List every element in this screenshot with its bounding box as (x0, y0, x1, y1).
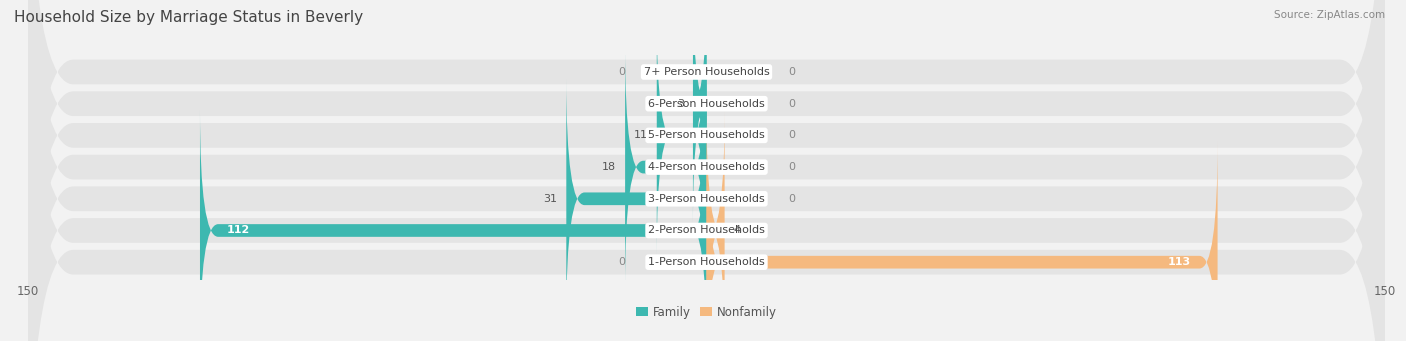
Legend: Family, Nonfamily: Family, Nonfamily (631, 301, 782, 323)
Text: 18: 18 (602, 162, 616, 172)
Text: 2-Person Households: 2-Person Households (648, 225, 765, 236)
Text: 4: 4 (734, 225, 741, 236)
FancyBboxPatch shape (28, 0, 1385, 341)
Text: 0: 0 (787, 162, 794, 172)
Text: 3-Person Households: 3-Person Households (648, 194, 765, 204)
FancyBboxPatch shape (707, 110, 724, 341)
Text: 4-Person Households: 4-Person Households (648, 162, 765, 172)
FancyBboxPatch shape (28, 0, 1385, 341)
FancyBboxPatch shape (28, 0, 1385, 341)
FancyBboxPatch shape (626, 47, 707, 287)
FancyBboxPatch shape (567, 78, 707, 319)
Text: 112: 112 (228, 225, 250, 236)
Text: 7+ Person Households: 7+ Person Households (644, 67, 769, 77)
FancyBboxPatch shape (707, 142, 1218, 341)
Text: 5-Person Households: 5-Person Households (648, 130, 765, 140)
Text: Household Size by Marriage Status in Beverly: Household Size by Marriage Status in Bev… (14, 10, 363, 25)
Text: 11: 11 (634, 130, 648, 140)
Text: 31: 31 (543, 194, 557, 204)
Text: 0: 0 (787, 67, 794, 77)
Text: 0: 0 (619, 67, 626, 77)
Text: 6-Person Households: 6-Person Households (648, 99, 765, 109)
FancyBboxPatch shape (28, 0, 1385, 341)
FancyBboxPatch shape (200, 110, 707, 341)
Text: 3: 3 (676, 99, 683, 109)
Text: 0: 0 (619, 257, 626, 267)
Text: 0: 0 (787, 130, 794, 140)
FancyBboxPatch shape (689, 0, 711, 224)
Text: Source: ZipAtlas.com: Source: ZipAtlas.com (1274, 10, 1385, 20)
Text: 113: 113 (1167, 257, 1191, 267)
Text: 0: 0 (787, 99, 794, 109)
Text: 0: 0 (787, 194, 794, 204)
FancyBboxPatch shape (28, 0, 1385, 341)
Text: 1-Person Households: 1-Person Households (648, 257, 765, 267)
FancyBboxPatch shape (657, 15, 707, 256)
FancyBboxPatch shape (28, 0, 1385, 341)
FancyBboxPatch shape (28, 0, 1385, 341)
